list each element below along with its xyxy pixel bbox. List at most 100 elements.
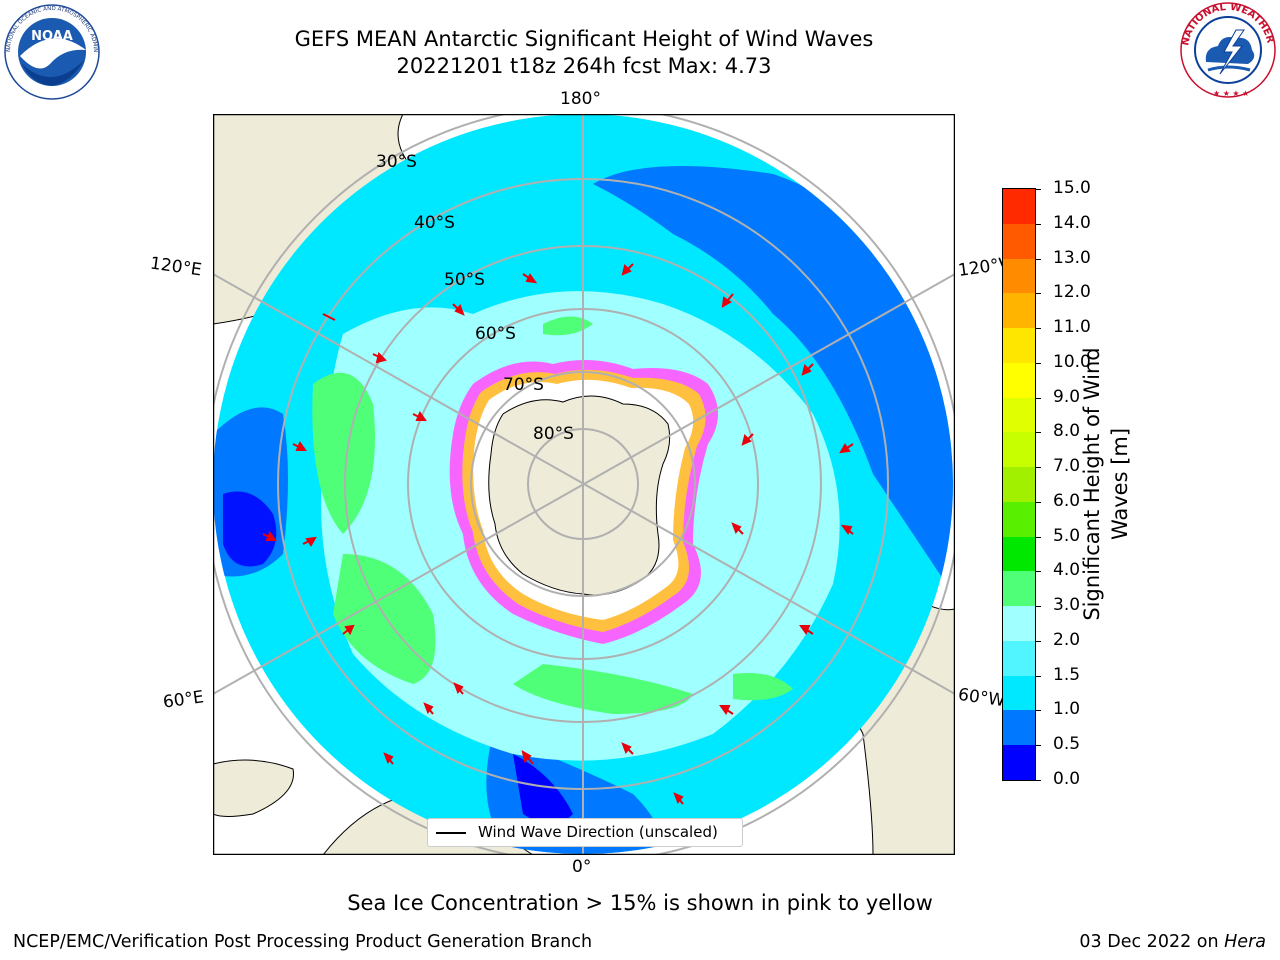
colorbar-tick-label: 13.0 (1053, 247, 1091, 268)
colorbar-tick-mark (1035, 536, 1041, 538)
wind-wave-arrows (262, 263, 854, 805)
colorbar-tick-mark (1035, 328, 1041, 330)
lat-label-60s: 60°S (475, 324, 516, 344)
footer-right: 03 Dec 2022 on Hera (1079, 932, 1266, 952)
colorbar-segment (1003, 293, 1035, 329)
colorbar-tick-mark (1035, 223, 1041, 225)
colorbar-tick-label: 15.0 (1053, 178, 1091, 198)
wave-arrow-head (383, 752, 394, 764)
colorbar-tick-mark (1035, 501, 1041, 503)
wave-arrow-head (375, 352, 387, 364)
nws-logo: NATIONAL WEATHER SERVICE ★ ★ ★ ★ (1178, 0, 1276, 98)
legend-line (436, 832, 466, 834)
wave-arrow-head (454, 304, 465, 316)
wave-arrow-head (799, 625, 811, 636)
colorbar-segment (1003, 467, 1035, 502)
footer-date: 03 Dec 2022 on (1079, 932, 1225, 952)
lat-label-70s: 70°S (503, 375, 544, 395)
wave-arrow-head (415, 410, 427, 421)
colorbar-tick-label: 11.0 (1053, 317, 1091, 338)
colorbar-label-line2: Waves [m] (1108, 427, 1132, 541)
colorbar-segment (1003, 258, 1035, 294)
colorbar-tick-mark (1035, 780, 1041, 781)
colorbar-tick-label: 14.0 (1053, 212, 1091, 233)
polar-map (213, 114, 955, 855)
lon-label-60w: 60°W (956, 684, 1007, 712)
wave-arrow-head (344, 624, 355, 636)
colorbar-segment (1003, 536, 1035, 572)
colorbar-tick-mark (1035, 640, 1041, 642)
footer-left: NCEP/EMC/Verification Post Processing Pr… (13, 932, 593, 952)
colorbar-tick-label: 10.0 (1053, 351, 1091, 372)
colorbar-tick-label: 0.0 (1053, 769, 1081, 789)
colorbar-segment (1003, 362, 1035, 398)
colorbar-segment (1003, 397, 1035, 433)
graticule (213, 114, 955, 855)
colorbar-segment (1003, 432, 1035, 468)
wave-arrow-head (731, 522, 742, 534)
colorbar-segment (1003, 571, 1035, 607)
colorbar-tick-mark (1035, 710, 1041, 712)
noaa-logo: NOAA NATIONAL OCEANIC AND ATMOSPHERIC AD… (2, 4, 100, 100)
colorbar-tick-label: 4.0 (1053, 560, 1081, 581)
colorbar-tick-label: 0.5 (1053, 734, 1081, 755)
colorbar-tick-label: 5.0 (1053, 525, 1081, 546)
wave-arrow (322, 313, 336, 321)
wave-arrow-head (453, 682, 464, 694)
legend-label: Wind Wave Direction (unscaled) (478, 823, 718, 841)
colorbar-segment (1003, 606, 1035, 641)
wave-arrow-head (521, 750, 532, 763)
lat-label-80s: 80°S (533, 424, 574, 444)
colorbar-tick-mark (1035, 397, 1041, 399)
colorbar-segment (1003, 675, 1035, 711)
colorbar-tick-mark (1035, 293, 1041, 295)
colorbar-segments (1003, 188, 1035, 780)
colorbar-tick-label: 12.0 (1053, 282, 1091, 303)
colorbar-segment (1003, 328, 1035, 363)
colorbar-segment (1003, 640, 1035, 676)
colorbar-segment (1003, 501, 1035, 537)
lat-label-30s: 30°S (376, 152, 417, 172)
colorbar-tick-label: 6.0 (1053, 490, 1081, 511)
title-line1: GEFS MEAN Antarctic Significant Height o… (294, 27, 874, 51)
colorbar-tick-mark (1035, 362, 1041, 364)
footer-machine: Hera (1224, 932, 1266, 952)
colorbar-tick-mark (1035, 745, 1041, 747)
colorbar-tick-label: 7.0 (1053, 456, 1081, 477)
map-legend: Wind Wave Direction (unscaled) (427, 818, 743, 847)
wave-arrow-head (741, 434, 752, 446)
wave-arrow-head (839, 443, 851, 454)
colorbar-tick-mark (1035, 189, 1041, 190)
noaa-logo-text: NOAA (31, 29, 73, 44)
colorbar-label-line1: Significant Height of Wind (1080, 347, 1104, 621)
wave-arrow-head (525, 273, 538, 284)
colorbar-segment (1003, 710, 1035, 746)
colorbar-tick-label: 8.0 (1053, 421, 1081, 442)
colorbar-tick-label: 1.0 (1053, 699, 1081, 720)
wave-arrow-head (673, 792, 684, 804)
wave-arrow-head (721, 296, 732, 308)
colorbar (1002, 188, 1036, 781)
colorbar-segment (1003, 188, 1035, 224)
colorbar-tick-label: 2.0 (1053, 629, 1081, 650)
wave-arrow-head (423, 702, 434, 714)
lat-label-40s: 40°S (414, 213, 455, 233)
map-frame (213, 114, 955, 855)
wave-arrow-head (295, 440, 307, 451)
wave-arrow-head (840, 524, 853, 535)
lon-label-120e: 120°E (148, 253, 203, 281)
colorbar-tick-mark (1035, 467, 1041, 469)
lon-label-60e: 60°E (161, 687, 206, 713)
colorbar-tick-label: 3.0 (1053, 595, 1081, 616)
colorbar-tick-mark (1035, 258, 1041, 260)
wave-arrow-head (305, 536, 317, 547)
sea-ice-note: Sea Ice Concentration > 15% is shown in … (347, 891, 933, 915)
wave-arrow-head (719, 705, 731, 716)
lon-label-180: 180° (560, 89, 601, 109)
colorbar-tick-label: 1.5 (1053, 664, 1081, 685)
colorbar-tick-mark (1035, 675, 1041, 677)
wave-arrow-head (621, 742, 632, 754)
wave-arrow-head (265, 530, 277, 541)
lat-label-50s: 50°S (444, 270, 485, 290)
svg-text:★ ★ ★ ★: ★ ★ ★ ★ (1213, 89, 1249, 98)
